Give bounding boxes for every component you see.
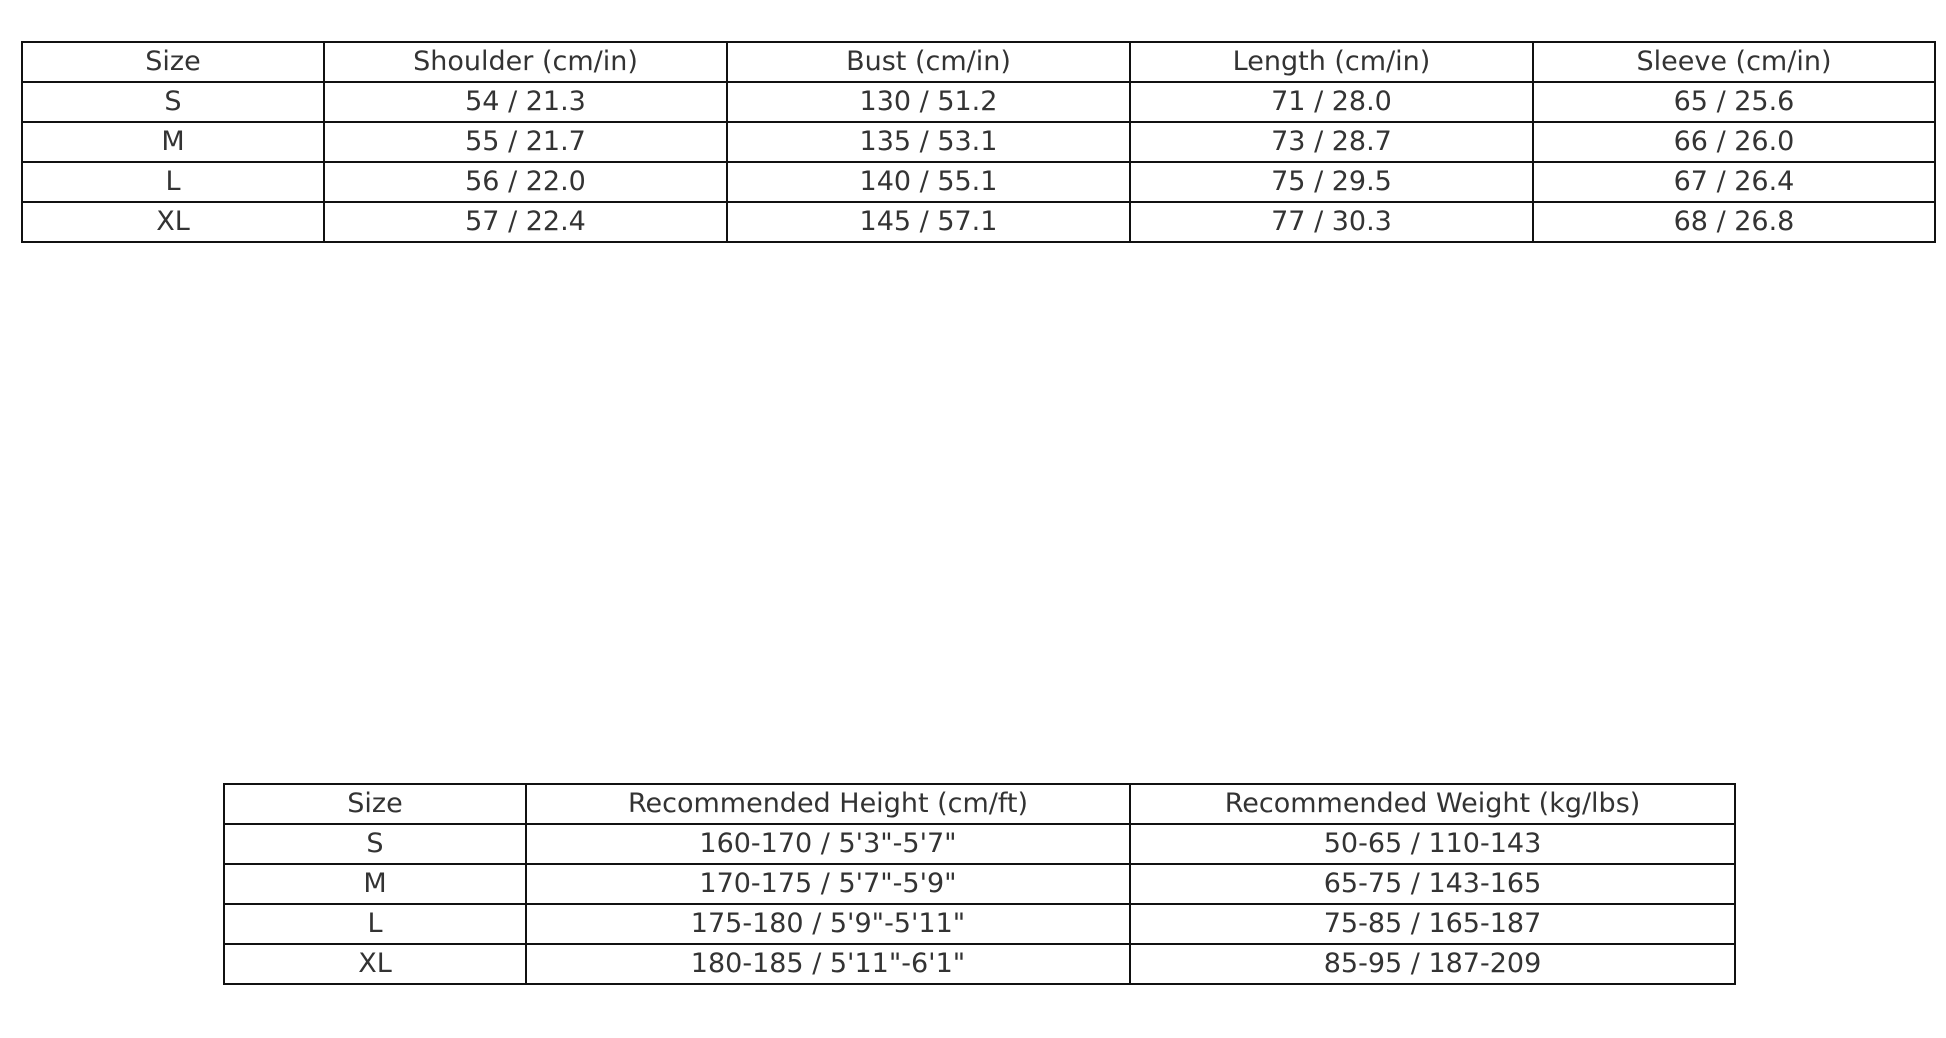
table-row: L 56 / 22.0 140 / 55.1 75 / 29.5 67 / 26.4 [21, 161, 1936, 203]
table-cell: 66 / 26.0 [1532, 121, 1936, 163]
table-cell: 85-95 / 187-209 [1129, 943, 1736, 985]
table-cell: 75 / 29.5 [1129, 161, 1534, 203]
table-cell: 56 / 22.0 [323, 161, 728, 203]
table-cell: 77 / 30.3 [1129, 201, 1534, 243]
column-header: Length (cm/in) [1129, 41, 1534, 83]
table-cell: 73 / 28.7 [1129, 121, 1534, 163]
column-header: Recommended Height (cm/ft) [525, 783, 1131, 825]
table-cell: M [223, 863, 527, 905]
table-row: S 160-170 / 5'3"-5'7" 50-65 / 110-143 [223, 823, 1736, 865]
table-row: M 170-175 / 5'7"-5'9" 65-75 / 143-165 [223, 863, 1736, 905]
column-header: Bust (cm/in) [726, 41, 1131, 83]
table-cell: 140 / 55.1 [726, 161, 1131, 203]
table-row: S 54 / 21.3 130 / 51.2 71 / 28.0 65 / 25.6 [21, 81, 1936, 123]
table-cell: 68 / 26.8 [1532, 201, 1936, 243]
size-recommendation-table: Size Recommended Height (cm/ft) Recommende… [223, 783, 1736, 985]
table-cell: 50-65 / 110-143 [1129, 823, 1736, 865]
table-cell: 180-185 / 5'11"-6'1" [525, 943, 1131, 985]
column-header: Sleeve (cm/in) [1532, 41, 1936, 83]
table-cell: 160-170 / 5'3"-5'7" [525, 823, 1131, 865]
table-cell: 75-85 / 165-187 [1129, 903, 1736, 945]
table-cell: M [21, 121, 325, 163]
column-header: Size [223, 783, 527, 825]
table-row: L 175-180 / 5'9"-5'11" 75-85 / 165-187 [223, 903, 1736, 945]
table-cell: 145 / 57.1 [726, 201, 1131, 243]
table-cell: 170-175 / 5'7"-5'9" [525, 863, 1131, 905]
table-cell: S [223, 823, 527, 865]
column-header: Recommended Weight (kg/lbs) [1129, 783, 1736, 825]
table-cell: S [21, 81, 325, 123]
table-cell: XL [21, 201, 325, 243]
table-cell: L [223, 903, 527, 945]
table-cell: 57 / 22.4 [323, 201, 728, 243]
size-measurements-table: Size Shoulder (cm/in) Bust (cm/in) Length (… [21, 41, 1936, 243]
table-cell: XL [223, 943, 527, 985]
table-cell: 55 / 21.7 [323, 121, 728, 163]
table-cell: L [21, 161, 325, 203]
table-row: M 55 / 21.7 135 / 53.1 73 / 28.7 66 / 26.0 [21, 121, 1936, 163]
table-cell: 135 / 53.1 [726, 121, 1131, 163]
column-header: Size [21, 41, 325, 83]
table-cell: 130 / 51.2 [726, 81, 1131, 123]
table-cell: 54 / 21.3 [323, 81, 728, 123]
table-cell: 71 / 28.0 [1129, 81, 1534, 123]
header-row: Size Recommended Height (cm/ft) Recommende… [223, 783, 1736, 825]
table-cell: 175-180 / 5'9"-5'11" [525, 903, 1131, 945]
table-cell: 65-75 / 143-165 [1129, 863, 1736, 905]
table-cell: 65 / 25.6 [1532, 81, 1936, 123]
table-row: XL 57 / 22.4 145 / 57.1 77 / 30.3 68 / 26.8 [21, 201, 1936, 243]
table-cell: 67 / 26.4 [1532, 161, 1936, 203]
header-row: Size Shoulder (cm/in) Bust (cm/in) Length (… [21, 41, 1936, 83]
table-row: XL 180-185 / 5'11"-6'1" 85-95 / 187-209 [223, 943, 1736, 985]
column-header: Shoulder (cm/in) [323, 41, 728, 83]
